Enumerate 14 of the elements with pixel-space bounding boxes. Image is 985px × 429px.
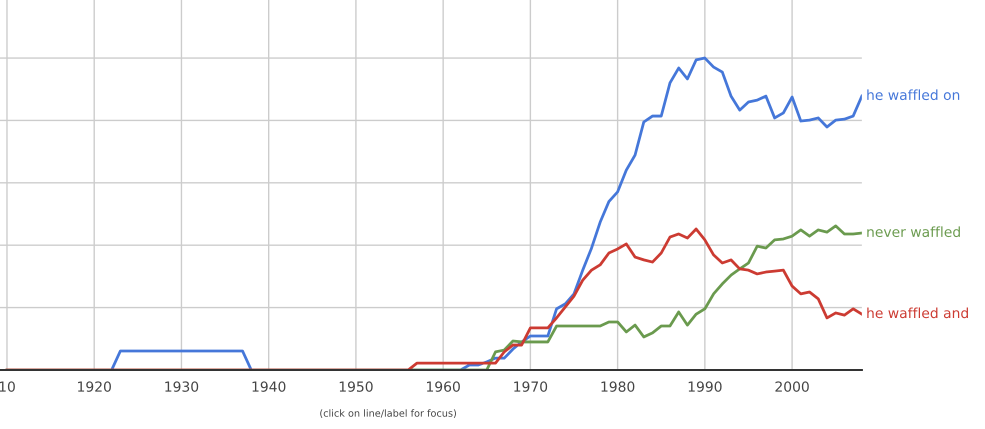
x-tick-label: 1990	[688, 381, 722, 392]
text: (click on line/label for focus)	[320, 409, 456, 418]
x-tick-label: 1980	[601, 381, 634, 392]
x-tick-label: 1970	[514, 381, 548, 392]
x-tick-label: 2000	[775, 381, 809, 392]
x-tick-label: 1930	[165, 381, 198, 392]
x-tick-label: 1940	[252, 381, 286, 392]
series-label: he waffled and	[867, 307, 968, 318]
x-tick-label: 10	[0, 381, 15, 392]
series-label: never waffled	[867, 226, 960, 238]
x-tick-label: 1960	[427, 381, 460, 392]
series-label: he waffled on	[867, 89, 960, 100]
x-tick-label: 1920	[78, 381, 111, 392]
x-tick-label: 1950	[340, 381, 373, 392]
